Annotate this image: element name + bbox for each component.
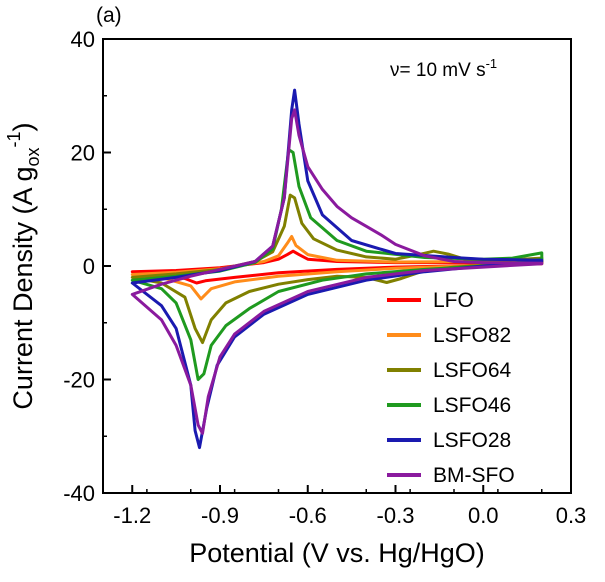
y-axis-label-main: Current Density (A g: [8, 166, 38, 409]
x-tick-label: 0.0: [468, 503, 499, 528]
y-axis-label-subscript: ox: [23, 147, 43, 166]
scan-rate-superscript: -1: [486, 56, 498, 71]
x-tick-label: -0.6: [289, 503, 327, 528]
series-line-bm-sfo: [130, 108, 544, 435]
legend: LFO LSFO82 LSFO64 LSFO46 LSFO28 BM-SFO: [387, 289, 515, 487]
x-tick-label: 0.3: [556, 503, 587, 528]
series-layer: [130, 88, 544, 450]
y-tick-label: 40: [71, 27, 95, 52]
y-tick-label: -20: [63, 368, 95, 393]
x-axis-label: Potential (V vs. Hg/HgO): [189, 538, 485, 568]
scan-rate-annotation: ν= 10 mV s-1: [390, 56, 497, 81]
panel-label: (a): [96, 4, 122, 27]
legend-label-lsfo64: LSFO64: [433, 359, 512, 382]
scan-rate-text: ν= 10 mV s: [390, 60, 486, 81]
y-axis-label: Current Density (A gox-1): [4, 122, 43, 409]
x-tick-label: -1.2: [113, 503, 151, 528]
y-axis-label-superscript: -1: [4, 131, 24, 147]
legend-label-lfo: LFO: [433, 289, 474, 312]
legend-label-lsfo82: LSFO82: [433, 324, 511, 347]
y-axis-label-close: ): [8, 122, 38, 131]
legend-label-lsfo46: LSFO46: [433, 394, 511, 417]
x-tick-label: -0.3: [377, 503, 415, 528]
x-tick-label: -0.9: [201, 503, 239, 528]
y-tick-label: 0: [83, 254, 95, 279]
y-tick-label: 20: [71, 141, 95, 166]
y-tick-label: -40: [63, 481, 95, 506]
legend-label-bm-sfo: BM-SFO: [433, 464, 515, 487]
legend-label-lsfo28: LSFO28: [433, 429, 511, 452]
ticks-layer: -1.2 -0.9 -0.6 -0.3 0.0 0.3 40 20 0 -20 -40: [63, 27, 586, 528]
